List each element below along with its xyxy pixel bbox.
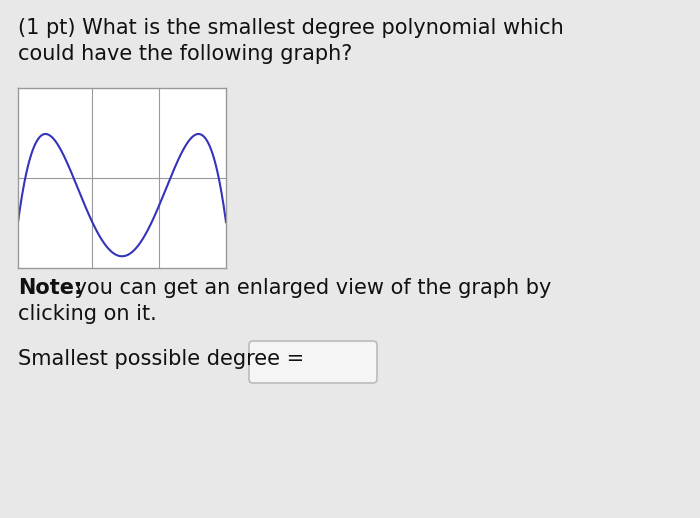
Text: Smallest possible degree =: Smallest possible degree = <box>18 349 311 369</box>
Text: (1 pt) What is the smallest degree polynomial which: (1 pt) What is the smallest degree polyn… <box>18 18 564 38</box>
Text: could have the following graph?: could have the following graph? <box>18 44 352 64</box>
FancyBboxPatch shape <box>249 341 377 383</box>
Text: you can get an enlarged view of the graph by: you can get an enlarged view of the grap… <box>68 278 552 298</box>
Text: clicking on it.: clicking on it. <box>18 304 157 324</box>
Text: Note:: Note: <box>18 278 83 298</box>
